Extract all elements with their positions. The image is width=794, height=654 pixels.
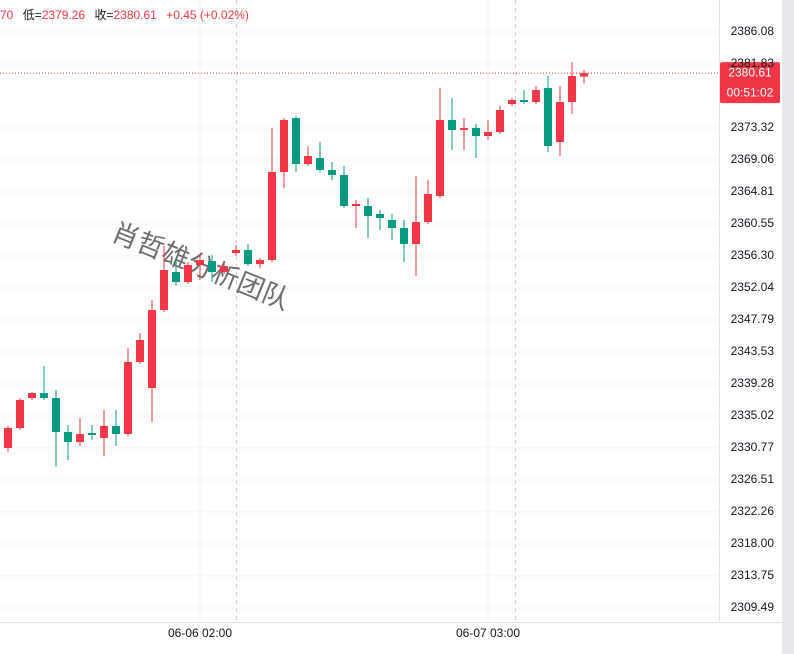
candle-body: [448, 120, 456, 131]
candle-body: [208, 260, 216, 273]
countdown: 00:51:02: [727, 85, 774, 99]
y-tick-label: 2322.26: [731, 504, 775, 518]
candle-body: [316, 158, 324, 171]
header-change: +0.45 (+0.02%): [166, 8, 249, 22]
candle-body: [340, 175, 348, 207]
y-tick-label: 2330.77: [731, 440, 775, 454]
candle-body: [28, 393, 36, 398]
candle-body: [532, 90, 540, 103]
candle-body: [52, 397, 60, 432]
y-tick-label: 2356.30: [731, 248, 775, 262]
y-tick-label: 2326.51: [731, 472, 775, 486]
y-tick-label: 2360.55: [731, 216, 775, 230]
candle-body: [40, 393, 48, 398]
candle-body: [556, 102, 564, 143]
x-tick-label: 06-07 03:00: [456, 626, 520, 640]
candle-body: [112, 425, 120, 435]
candle-body: [472, 128, 480, 137]
grid: [0, 0, 719, 622]
candle-body: [412, 222, 420, 245]
header: 70 低=2379.26 收=2380.61 +0.45 (+0.02%): [0, 8, 249, 22]
candle-body: [136, 340, 144, 362]
candle-body: [460, 128, 468, 131]
header-value: 70: [0, 8, 14, 22]
last-price-box: [720, 62, 780, 104]
y-tick-label: 2339.28: [731, 376, 775, 390]
candles: [4, 62, 588, 468]
header-label: 收=: [94, 8, 113, 22]
candle-body: [4, 428, 12, 449]
side-strip: [782, 0, 794, 654]
y-tick-label: 2386.08: [731, 24, 775, 38]
y-tick-label: 2318.00: [731, 536, 775, 550]
candle-body: [172, 272, 180, 282]
candle-body: [544, 88, 552, 147]
candle-body: [232, 250, 240, 254]
candle-body: [436, 120, 444, 197]
candle-body: [100, 425, 108, 439]
candle-body: [496, 110, 504, 133]
candle-body: [196, 260, 204, 265]
candle-body: [244, 250, 252, 265]
y-tick-label: 2364.81: [731, 184, 775, 198]
candle-body: [400, 227, 408, 245]
candle-body: [148, 310, 156, 388]
price-tag: 2380.61 00:51:02: [0, 62, 780, 104]
candle-body: [376, 214, 384, 218]
candle-body: [520, 100, 528, 103]
last-price-label: 2380.61: [728, 65, 772, 79]
y-tick-label: 2373.32: [731, 120, 775, 134]
header-value: 2379.26: [42, 8, 86, 22]
y-tick-label: 2381.83: [731, 56, 775, 70]
y-tick-label: 2335.02: [731, 408, 775, 422]
candle-body: [328, 170, 336, 176]
candle-body: [388, 220, 396, 228]
candle-body: [508, 100, 516, 104]
y-tick-label: 2313.75: [731, 568, 775, 582]
candle-body: [424, 193, 432, 223]
y-tick-label: 2352.04: [731, 280, 775, 294]
y-tick-label: 2347.79: [731, 312, 775, 326]
candle-body: [352, 203, 360, 207]
header-value: 2380.61: [113, 8, 157, 22]
candle-body: [580, 73, 588, 77]
candle-body: [484, 132, 492, 137]
candle-body: [160, 270, 168, 311]
candle-body: [76, 434, 84, 442]
y-tick-label: 2309.49: [731, 600, 775, 614]
candle-body: [184, 264, 192, 282]
candle-body: [220, 266, 228, 273]
candle-body: [280, 120, 288, 173]
candle-body: [88, 432, 96, 435]
candle-body: [268, 172, 276, 261]
candle-body: [304, 156, 312, 164]
y-tick-label: 2343.53: [731, 344, 775, 358]
candle-body: [292, 118, 300, 164]
x-tick-label: 06-06 02:00: [168, 626, 232, 640]
y-tick-label: 2369.06: [731, 152, 775, 166]
candle-body: [16, 400, 24, 429]
candle-body: [64, 431, 72, 442]
header-label: 低=: [23, 8, 42, 22]
candle-body: [364, 206, 372, 217]
candle-body: [256, 260, 264, 265]
candle-body: [568, 76, 576, 103]
candle-body: [124, 361, 132, 435]
